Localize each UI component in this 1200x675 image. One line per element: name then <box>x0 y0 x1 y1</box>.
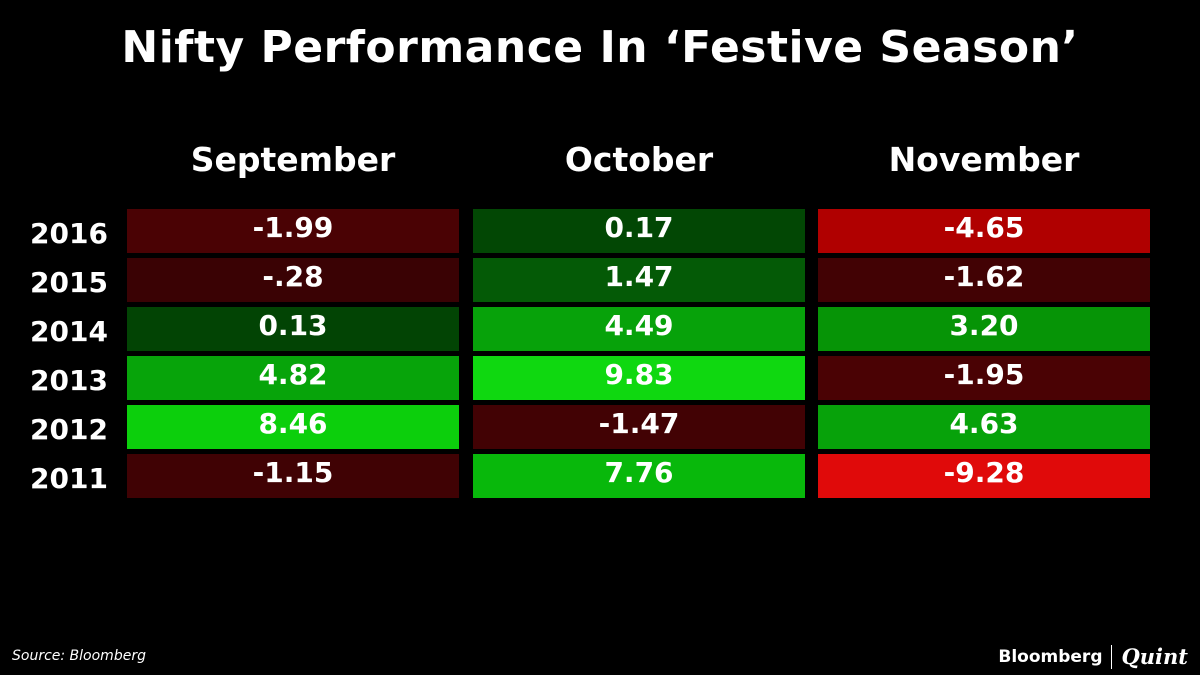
heatmap-cell-2012-october: -1.47 <box>473 405 805 449</box>
cell-value: -9.28 <box>943 456 1025 489</box>
row-label-2014: 2014 <box>30 315 108 348</box>
cell-value: -1.62 <box>943 260 1025 293</box>
heatmap-cell-2013-october: 9.83 <box>473 356 805 400</box>
cell-value: 0.13 <box>258 309 328 342</box>
cell-value: 3.20 <box>949 309 1019 342</box>
heatmap-cell-2011-september: -1.15 <box>127 454 459 498</box>
cell-value: 4.49 <box>604 309 674 342</box>
column-header-september: September <box>190 140 396 179</box>
column-header-november: November <box>888 140 1080 179</box>
heatmap-cell-2011-october: 7.76 <box>473 454 805 498</box>
row-label-2016: 2016 <box>30 217 108 250</box>
cell-value: 7.76 <box>604 456 674 489</box>
cell-value: -1.15 <box>252 456 334 489</box>
heatmap-cell-2013-september: 4.82 <box>127 356 459 400</box>
heatmap-cell-2015-september: -.28 <box>127 258 459 302</box>
cell-value: 1.47 <box>604 260 674 293</box>
heatmap-cell-2013-november: -1.95 <box>818 356 1150 400</box>
row-label-2013: 2013 <box>30 364 108 397</box>
chart-title: Nifty Performance In ‘Festive Season’ <box>121 22 1079 73</box>
heatmap-cell-2016-october: 0.17 <box>473 209 805 253</box>
brand-quint: Quint <box>1121 644 1188 669</box>
heatmap-cell-2016-november: -4.65 <box>818 209 1150 253</box>
heatmap-cell-2015-october: 1.47 <box>473 258 805 302</box>
brand-bloomberg: Bloomberg <box>998 646 1103 667</box>
cell-value: 4.82 <box>258 358 328 391</box>
heatmap-cell-2012-september: 8.46 <box>127 405 459 449</box>
cell-value: -.28 <box>262 260 324 293</box>
brand-logo: Bloomberg Quint <box>998 644 1188 669</box>
cell-value: 8.46 <box>258 407 328 440</box>
heatmap-cell-2015-november: -1.62 <box>818 258 1150 302</box>
cell-value: 0.17 <box>604 211 674 244</box>
cell-value: 9.83 <box>604 358 674 391</box>
cell-value: -1.47 <box>598 407 680 440</box>
heatmap-cell-2014-september: 0.13 <box>127 307 459 351</box>
cell-value: 4.63 <box>949 407 1019 440</box>
source-note: Source: Bloomberg <box>12 648 146 664</box>
row-label-2012: 2012 <box>30 413 108 446</box>
heatmap-cell-2011-november: -9.28 <box>818 454 1150 498</box>
heatmap-cell-2014-november: 3.20 <box>818 307 1150 351</box>
brand-divider <box>1111 644 1113 669</box>
cell-value: -4.65 <box>943 211 1025 244</box>
column-header-october: October <box>564 140 714 179</box>
row-label-2011: 2011 <box>30 462 108 495</box>
heatmap-cell-2014-october: 4.49 <box>473 307 805 351</box>
row-label-2015: 2015 <box>30 266 108 299</box>
heatmap-cell-2012-november: 4.63 <box>818 405 1150 449</box>
heatmap-cell-2016-september: -1.99 <box>127 209 459 253</box>
cell-value: -1.99 <box>252 211 334 244</box>
cell-value: -1.95 <box>943 358 1025 391</box>
